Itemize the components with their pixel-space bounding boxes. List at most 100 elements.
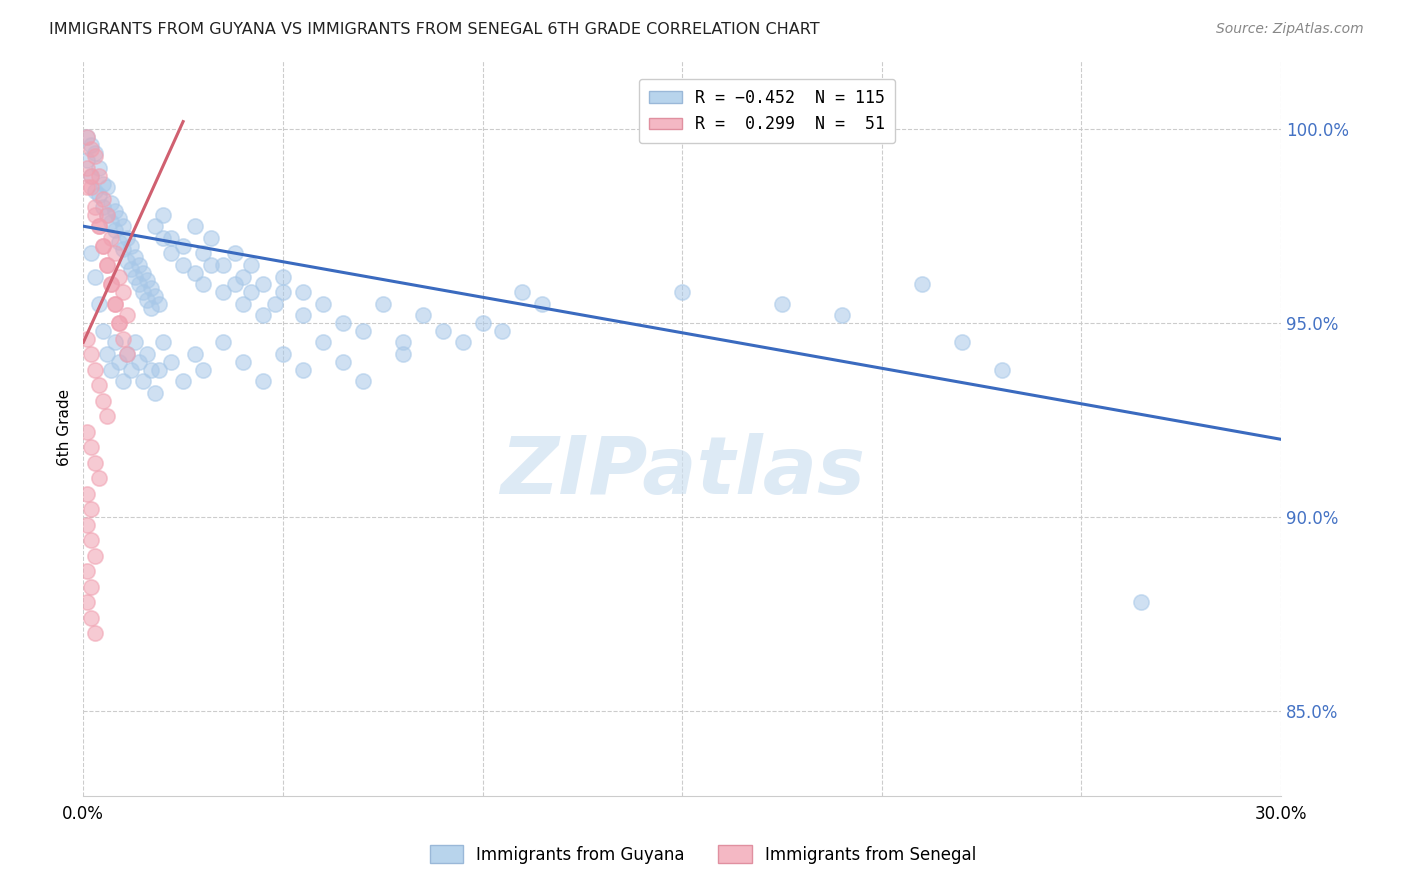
Legend: Immigrants from Guyana, Immigrants from Senegal: Immigrants from Guyana, Immigrants from … [423,838,983,871]
Point [432,324,454,338]
Point [76,130,98,145]
Point [124,335,146,350]
Point [89,219,111,234]
Point [80,137,103,152]
Point [132,374,155,388]
Point [271,285,294,299]
Point [160,231,183,245]
Point [100,277,122,292]
Point [80,502,103,516]
Point [108,316,131,330]
Point [264,296,287,310]
Point [143,219,166,234]
Point [96,208,118,222]
Point [80,169,103,183]
Point [108,269,131,284]
Point [239,258,262,272]
Point [471,316,494,330]
Point [950,335,973,350]
Point [172,258,194,272]
Point [115,347,138,361]
Point [200,231,222,245]
Point [252,374,274,388]
Point [108,235,131,249]
Point [80,169,103,183]
Point [76,161,98,175]
Point [312,335,335,350]
Point [100,215,122,229]
Point [76,153,98,168]
Point [491,324,513,338]
Point [172,374,194,388]
Point [91,192,114,206]
Point [132,266,155,280]
Point [115,254,138,268]
Point [89,188,111,202]
Point [252,277,274,292]
Point [184,266,207,280]
Point [124,269,146,284]
Point [391,335,413,350]
Point [371,296,394,310]
Point [184,219,207,234]
Point [76,425,98,439]
Point [80,610,103,624]
Point [391,347,413,361]
Point [148,362,170,376]
Point [352,324,374,338]
Point [108,316,131,330]
Point [108,211,131,226]
Point [91,393,114,408]
Point [112,219,135,234]
Point [291,308,314,322]
Point [160,355,183,369]
Point [1130,595,1153,609]
Point [84,549,107,563]
Point [100,231,122,245]
Point [232,355,254,369]
Y-axis label: 6th Grade: 6th Grade [58,389,72,467]
Point [96,180,118,194]
Point [100,196,122,211]
Point [291,362,314,376]
Point [89,169,111,183]
Point [212,285,235,299]
Point [770,296,793,310]
Text: IMMIGRANTS FROM GUYANA VS IMMIGRANTS FROM SENEGAL 6TH GRADE CORRELATION CHART: IMMIGRANTS FROM GUYANA VS IMMIGRANTS FRO… [49,22,820,37]
Point [91,177,114,191]
Point [104,203,127,218]
Point [141,281,163,295]
Point [141,301,163,315]
Point [84,626,107,640]
Point [76,564,98,578]
Point [96,409,118,423]
Point [89,161,111,175]
Point [76,595,98,609]
Point [191,246,214,260]
Point [531,296,554,310]
Point [91,238,114,252]
Point [104,223,127,237]
Point [412,308,434,322]
Point [89,378,111,392]
Point [141,362,163,376]
Point [152,335,174,350]
Point [96,258,118,272]
Point [89,296,111,310]
Point [224,277,246,292]
Point [76,517,98,532]
Point [332,316,354,330]
Point [120,362,142,376]
Point [96,347,118,361]
Point [512,285,534,299]
Point [100,277,122,292]
Point [332,355,354,369]
Point [152,231,174,245]
Point [84,145,107,160]
Point [124,250,146,264]
Point [104,296,127,310]
Point [671,285,693,299]
Point [831,308,853,322]
Point [132,285,155,299]
Point [120,261,142,276]
